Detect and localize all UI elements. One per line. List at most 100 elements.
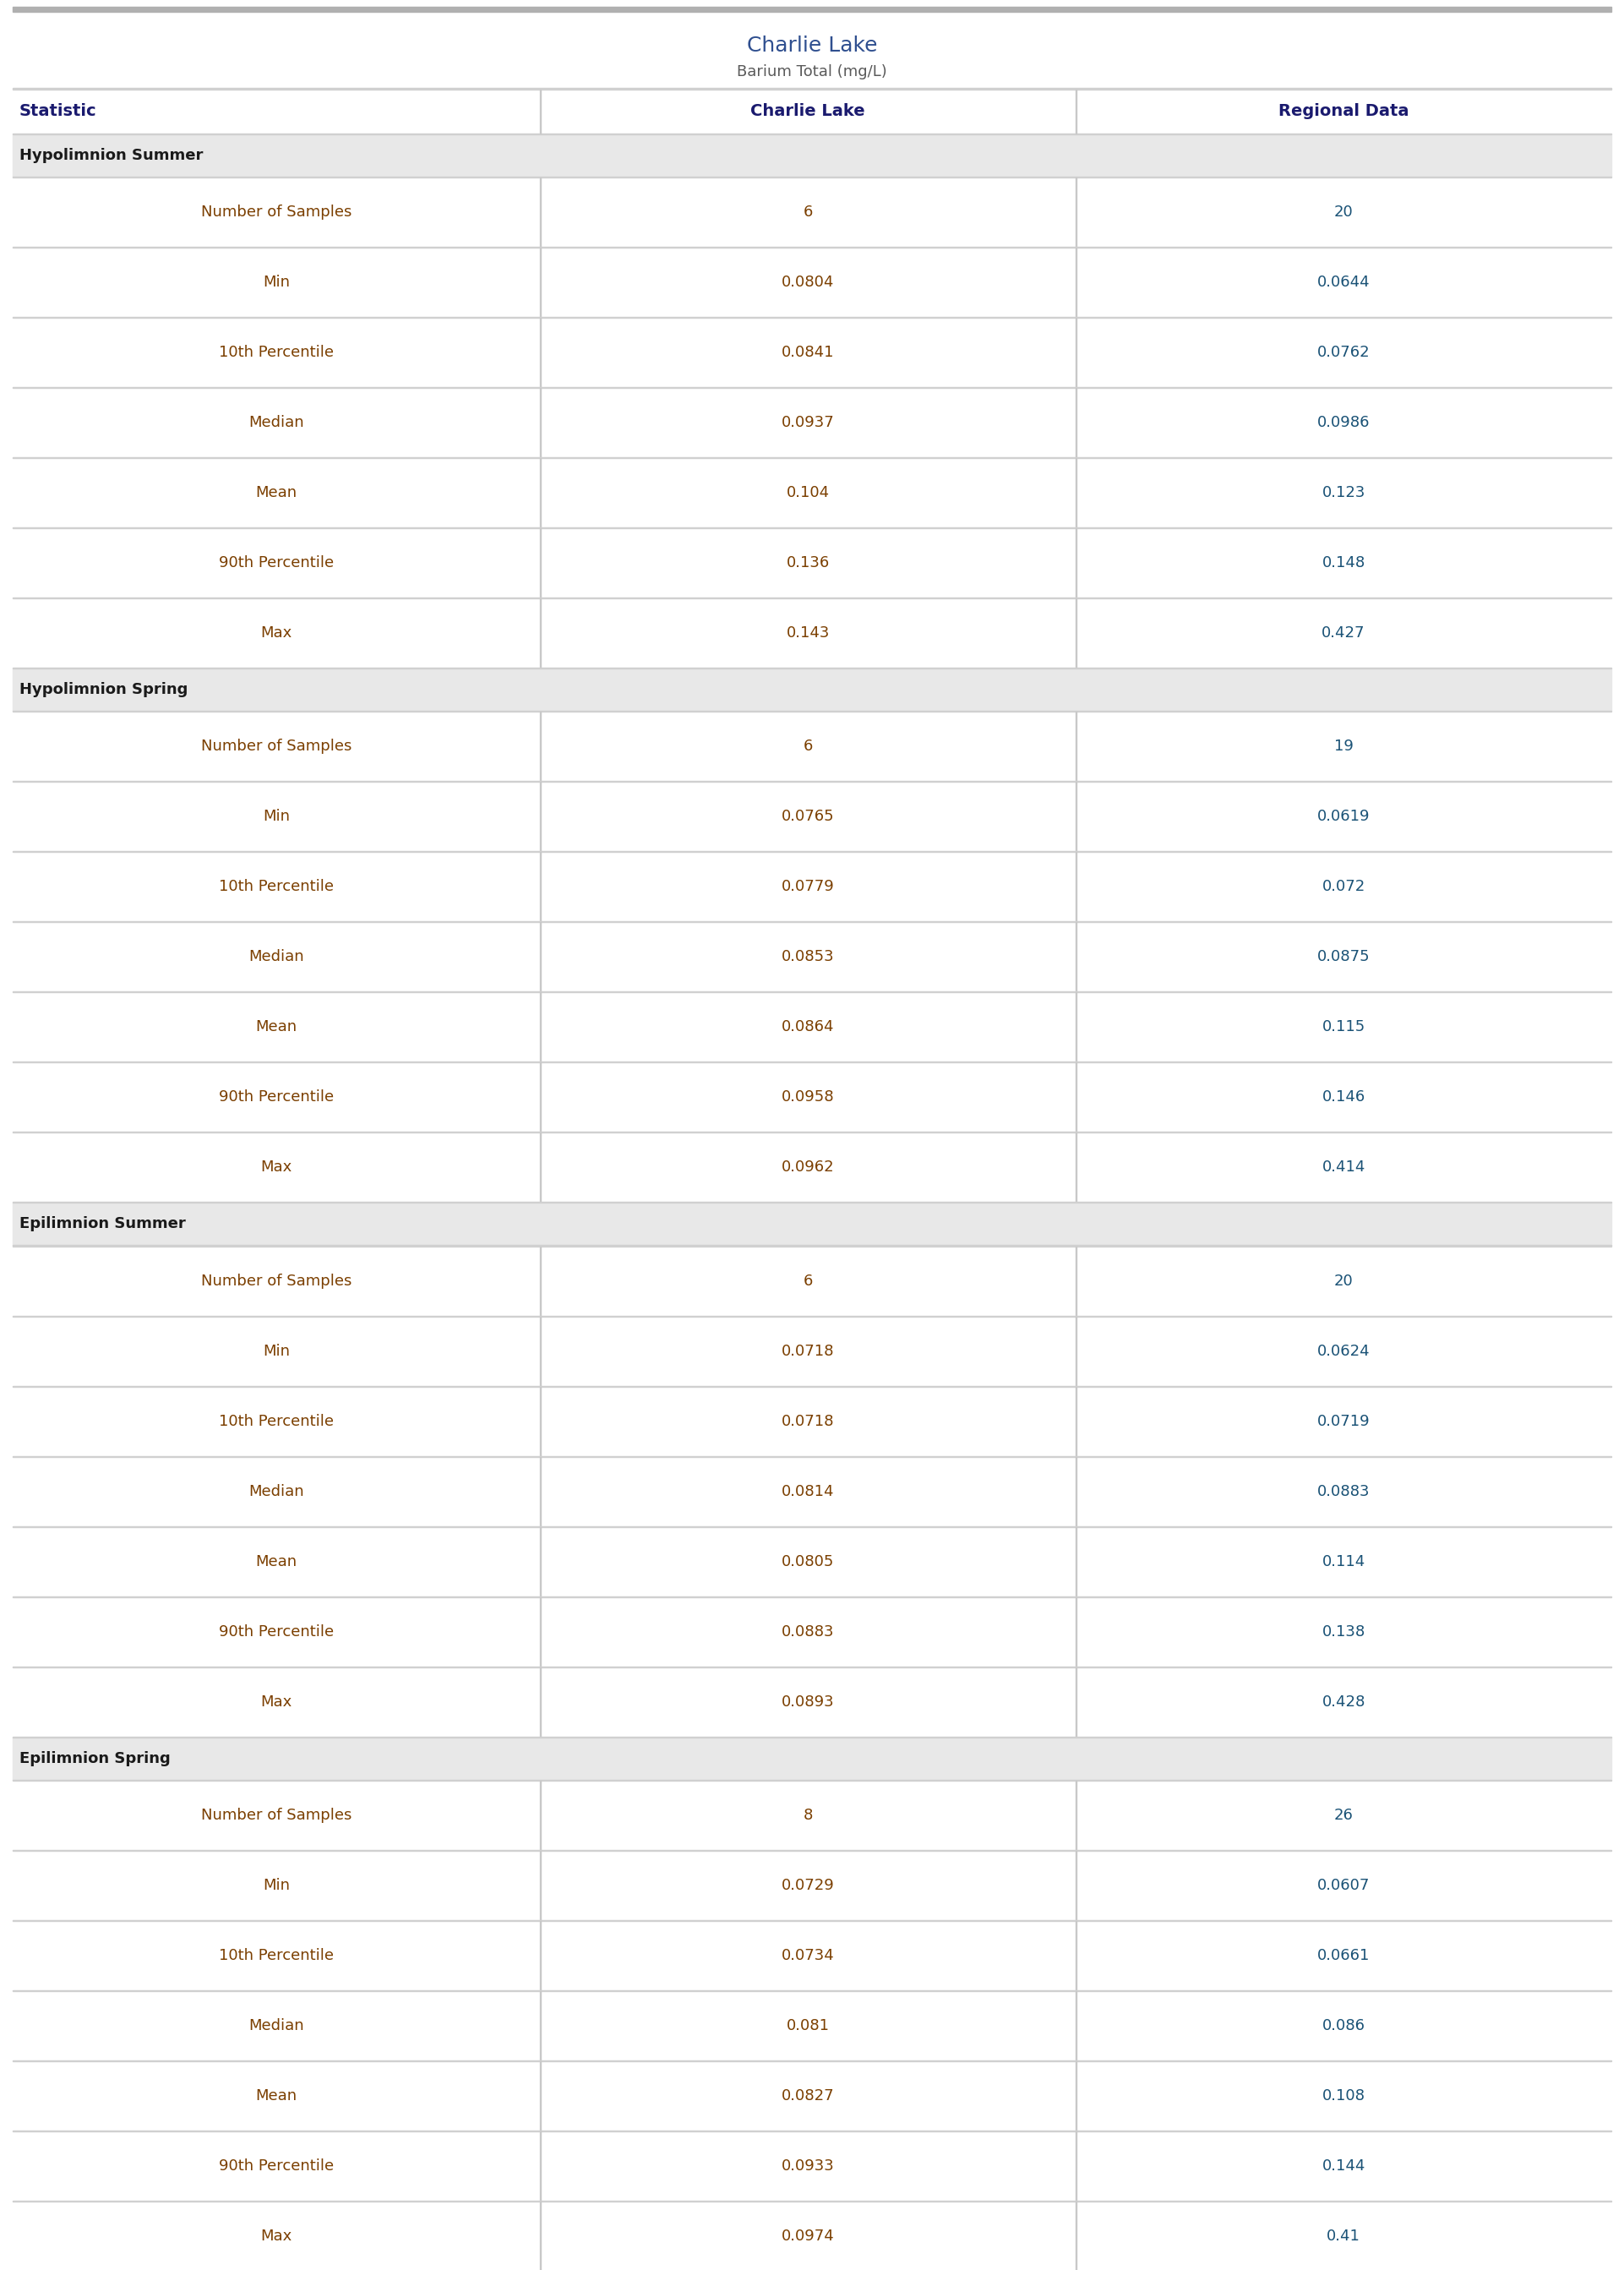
Text: 0.0958: 0.0958: [781, 1090, 835, 1105]
Text: 0.0661: 0.0661: [1317, 1948, 1371, 1964]
Text: 0.0962: 0.0962: [781, 1160, 835, 1176]
Text: 0.115: 0.115: [1322, 1019, 1366, 1035]
Text: 0.0933: 0.0933: [781, 2159, 835, 2172]
Bar: [13, 89, 1611, 134]
Text: Hypolimnion Spring: Hypolimnion Spring: [19, 683, 188, 697]
Text: 0.108: 0.108: [1322, 2088, 1366, 2104]
Bar: [13, 1203, 1611, 1246]
Bar: [13, 2202, 1611, 2270]
Text: Median: Median: [248, 949, 304, 965]
Text: Regional Data: Regional Data: [1278, 102, 1410, 118]
Bar: [13, 1920, 1611, 1991]
Text: Mean: Mean: [255, 2088, 297, 2104]
Text: 0.123: 0.123: [1322, 486, 1366, 499]
Text: Min: Min: [263, 275, 291, 291]
Text: 0.0718: 0.0718: [781, 1414, 835, 1428]
Text: 8: 8: [804, 1807, 812, 1823]
Text: 90th Percentile: 90th Percentile: [219, 1090, 335, 1105]
Bar: [13, 459, 1611, 527]
Bar: [13, 529, 1611, 597]
Text: Barium Total (mg/L): Barium Total (mg/L): [737, 64, 887, 79]
Text: 0.0814: 0.0814: [781, 1485, 835, 1498]
Bar: [13, 922, 1611, 992]
Text: 10th Percentile: 10th Percentile: [219, 345, 335, 361]
Bar: [13, 2061, 1611, 2129]
Text: 90th Percentile: 90th Percentile: [219, 2159, 335, 2172]
Text: 10th Percentile: 10th Percentile: [219, 1948, 335, 1964]
Text: 0.0607: 0.0607: [1317, 1877, 1371, 1893]
Text: 0.0883: 0.0883: [1317, 1485, 1371, 1498]
Text: 0.146: 0.146: [1322, 1090, 1366, 1105]
Text: 26: 26: [1333, 1807, 1353, 1823]
Text: 0.0986: 0.0986: [1317, 415, 1371, 431]
Text: 0.072: 0.072: [1322, 878, 1366, 894]
Text: 0.0974: 0.0974: [781, 2229, 835, 2243]
Bar: [13, 1457, 1611, 1525]
Text: 90th Percentile: 90th Percentile: [219, 1623, 335, 1639]
Bar: [13, 388, 1611, 456]
Text: Hypolimnion Summer: Hypolimnion Summer: [19, 148, 203, 163]
Text: 0.0875: 0.0875: [1317, 949, 1371, 965]
Text: Number of Samples: Number of Samples: [201, 1807, 352, 1823]
Text: Number of Samples: Number of Samples: [201, 1273, 352, 1289]
Bar: [13, 318, 1611, 388]
Bar: [13, 1991, 1611, 2061]
Text: 0.143: 0.143: [786, 627, 830, 640]
Text: 0.0804: 0.0804: [781, 275, 835, 291]
Text: Epilimnion Summer: Epilimnion Summer: [19, 1217, 185, 1233]
Text: Min: Min: [263, 808, 291, 824]
Text: 20: 20: [1333, 204, 1353, 220]
Text: 0.138: 0.138: [1322, 1623, 1366, 1639]
Text: 19: 19: [1333, 740, 1353, 754]
Text: 6: 6: [804, 740, 812, 754]
Bar: [13, 1780, 1611, 1850]
Bar: [13, 783, 1611, 851]
Text: Median: Median: [248, 1485, 304, 1498]
Text: Min: Min: [263, 1344, 291, 1360]
Bar: [13, 1062, 1611, 1133]
Bar: [13, 599, 1611, 667]
Text: 0.0734: 0.0734: [781, 1948, 835, 1964]
Text: 0.0779: 0.0779: [781, 878, 835, 894]
Text: Charlie Lake: Charlie Lake: [747, 36, 877, 57]
Bar: [13, 851, 1611, 922]
Bar: [13, 1666, 1611, 1737]
Text: 0.0937: 0.0937: [781, 415, 835, 431]
Text: 0.0719: 0.0719: [1317, 1414, 1371, 1428]
Bar: [13, 1133, 1611, 1203]
Text: 0.086: 0.086: [1322, 2018, 1366, 2034]
Text: 90th Percentile: 90th Percentile: [219, 556, 335, 570]
Text: Mean: Mean: [255, 1019, 297, 1035]
Bar: [13, 134, 1611, 177]
Text: Epilimnion Spring: Epilimnion Spring: [19, 1750, 171, 1766]
Text: 0.41: 0.41: [1327, 2229, 1361, 2243]
Text: 0.0864: 0.0864: [781, 1019, 835, 1035]
Text: 0.0644: 0.0644: [1317, 275, 1371, 291]
Text: 6: 6: [804, 1273, 812, 1289]
Text: Max: Max: [261, 1693, 292, 1709]
Text: 0.0624: 0.0624: [1317, 1344, 1371, 1360]
Text: 0.081: 0.081: [786, 2018, 830, 2034]
Text: 0.0805: 0.0805: [781, 1555, 835, 1569]
Bar: [13, 1528, 1611, 1596]
Text: 0.428: 0.428: [1322, 1693, 1366, 1709]
Text: 0.144: 0.144: [1322, 2159, 1366, 2172]
Text: 10th Percentile: 10th Percentile: [219, 878, 335, 894]
Text: 0.0729: 0.0729: [781, 1877, 835, 1893]
Text: 0.414: 0.414: [1322, 1160, 1366, 1176]
Bar: [13, 177, 1611, 247]
Text: 0.0853: 0.0853: [781, 949, 835, 965]
Bar: [13, 713, 1611, 781]
Bar: [13, 1737, 1611, 1780]
Text: 10th Percentile: 10th Percentile: [219, 1414, 335, 1428]
Text: 0.0718: 0.0718: [781, 1344, 835, 1360]
Text: 0.0827: 0.0827: [781, 2088, 835, 2104]
Text: 0.0841: 0.0841: [781, 345, 835, 361]
Text: 0.0762: 0.0762: [1317, 345, 1371, 361]
Text: 0.104: 0.104: [786, 486, 830, 499]
Text: Max: Max: [261, 627, 292, 640]
Text: Min: Min: [263, 1877, 291, 1893]
Bar: [13, 2132, 1611, 2200]
Text: Charlie Lake: Charlie Lake: [750, 102, 866, 118]
Text: 0.427: 0.427: [1322, 627, 1366, 640]
